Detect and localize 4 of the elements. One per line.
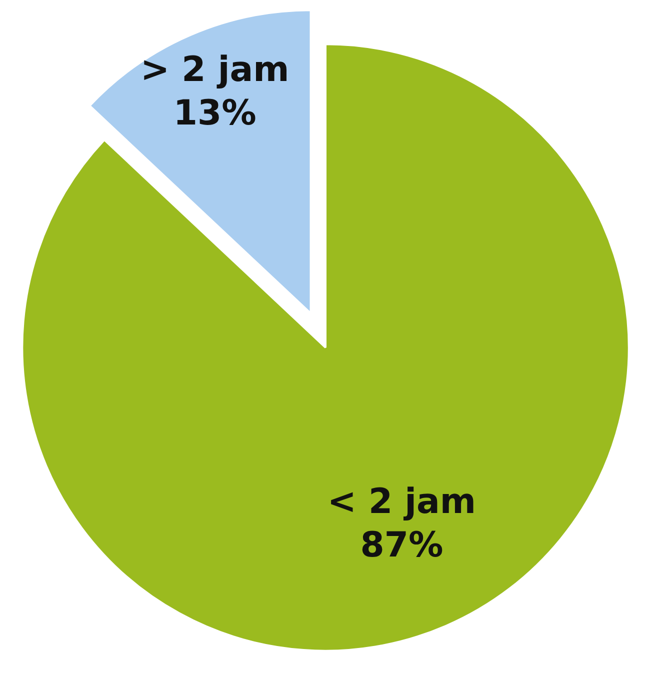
slice-label: > 2 jam	[140, 50, 290, 90]
data-label: 13%	[173, 94, 256, 134]
slice-label: < 2 jam	[327, 482, 476, 522]
data-label: 87%	[360, 525, 444, 566]
